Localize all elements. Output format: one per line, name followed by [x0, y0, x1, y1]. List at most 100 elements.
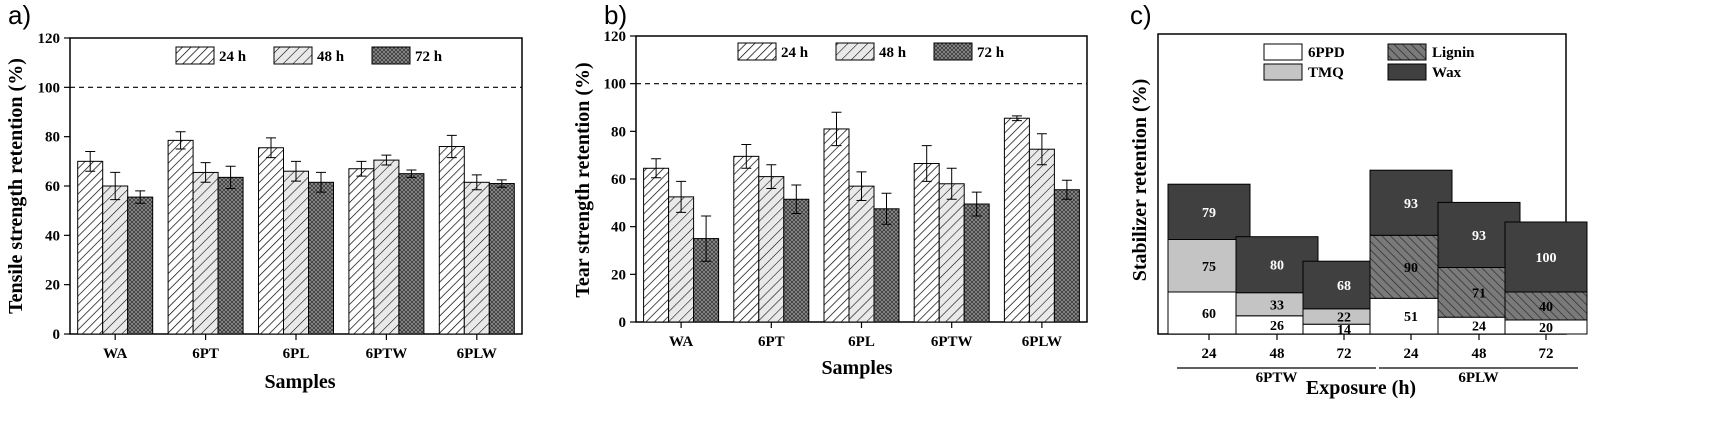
panel-b-x-tick-label: 6PLW [1022, 334, 1062, 350]
panel-c-legend-label: 6PPD [1308, 45, 1345, 61]
panel-b-error-bar [971, 191, 982, 217]
panel-b-bar-24h-6PT [733, 155, 760, 323]
panel-a-bar-72h-6PTW [398, 173, 425, 335]
panel-b-error-bar [766, 164, 777, 190]
panel-c-y-axis-title: Stabilizer retention (%) [1129, 79, 1151, 282]
panel-b-legend-label: 72 h [977, 45, 1005, 61]
panel-c-x-tick-label: 72 [1539, 346, 1554, 362]
panel-b-y-tick-label: 100 [604, 77, 627, 93]
panel-c-segment-value: 93 [1472, 229, 1486, 244]
panel-c-segment-value: 75 [1202, 260, 1216, 275]
panel-b-x-tick-label: WA [669, 334, 693, 350]
panel-c-x-axis-title: Exposure (h) [1306, 377, 1416, 399]
panel-b-legend-swatch [737, 42, 777, 61]
panel-c-x-tick-label: 48 [1472, 346, 1487, 362]
panel-a-x-axis-title: Samples [264, 371, 335, 393]
panel-b-error-bar [676, 180, 687, 213]
panel-c-segment-value: 71 [1472, 286, 1486, 301]
panel-b-y-tick-label: 40 [611, 220, 626, 236]
panel-b-legend-label: 24 h [781, 45, 809, 61]
panel-b-y-tick-label: 120 [604, 29, 627, 45]
panel-a-legend-swatch [175, 46, 215, 65]
panel-b-y-axis-title: Tear strength retention (%) [572, 62, 594, 297]
panel-a-bar-48h-6PTW [373, 159, 400, 335]
panel-c-segment-value: 60 [1202, 307, 1216, 322]
panel-c-segment-value: 33 [1270, 298, 1284, 313]
panel-b-bar-48h-6PL [848, 185, 875, 323]
panel-b-bar-72h-6PT [783, 198, 810, 323]
panel-b: b) Samples Tear strength retention (%) 0… [572, 0, 1088, 379]
panel-a-legend-label: 72 h [415, 49, 443, 65]
panel-b-bar-24h-6PLW [1003, 117, 1030, 323]
panel-a-error-bar [316, 171, 326, 193]
panel-c-legend-label: TMQ [1308, 65, 1344, 81]
panel-a-bar-48h-WA [102, 185, 129, 335]
panel-b-y-tick-label: 80 [611, 124, 626, 140]
panel-a-label: a) [8, 0, 31, 30]
panel-c-segment-value: 14 [1337, 323, 1351, 338]
panel-b-error-bar [651, 158, 662, 179]
panel-a-bar-72h-6PT [217, 176, 244, 335]
panel-a-bar-72h-6PLW [488, 183, 515, 335]
panel-a-error-bar [291, 160, 301, 182]
panel-c-segment-value: 26 [1270, 319, 1284, 334]
panel-c-group-label: 6PLW [1458, 370, 1498, 386]
panel-b-x-tick-label: 6PTW [931, 334, 973, 350]
panel-a-x-tick-label: 6PLW [457, 346, 497, 362]
panel-b-bar-48h-6PT [758, 176, 785, 323]
panel-c-legend-swatch [1387, 43, 1427, 61]
panel-c-segment-value: 20 [1539, 321, 1553, 336]
panel-a-legend-label: 24 h [219, 49, 247, 65]
panel-a-error-bar [200, 162, 211, 183]
panel-b-bar-24h-6PTW [913, 163, 940, 323]
panel-a-error-bar [225, 165, 236, 189]
panel-a-bar-24h-6PLW [438, 146, 465, 335]
panel-b-error-bar [741, 143, 752, 169]
panel-b-bar-24h-WA [643, 167, 670, 323]
panel-c-legend-label: Lignin [1432, 45, 1475, 61]
panel-b-error-bar [921, 145, 932, 182]
panel-a-legend-swatch [273, 46, 313, 65]
panel-c-segment-value: 22 [1337, 311, 1351, 326]
panel-b-x-tick-label: 6PT [758, 334, 785, 350]
panel-b-error-bar [1011, 115, 1022, 122]
panel-c-x-tick-label: 24 [1202, 346, 1218, 362]
panel-c: c) Exposure (h) Stabilizer retention (%)… [1129, 0, 1588, 399]
panel-c-x-tick-label: 72 [1337, 346, 1352, 362]
panel-b-legend-label: 48 h [879, 45, 907, 61]
panel-b-error-bar [701, 215, 712, 262]
panel-a-y-tick-label: 120 [38, 31, 61, 47]
panel-a-y-tick-label: 20 [45, 278, 60, 294]
panel-a-legend-swatch [371, 46, 411, 65]
panel-c-legend-label: Wax [1432, 65, 1462, 81]
panel-c-segment-value: 100 [1536, 251, 1557, 266]
panel-a-bar-48h-6PLW [463, 181, 490, 335]
panel-b-bar-48h-WA [668, 196, 695, 323]
panel-a-y-axis-title: Tensile strength retention (%) [5, 58, 27, 314]
panel-b-bar-72h-6PTW [963, 203, 990, 323]
panel-c-segment-value: 80 [1270, 259, 1284, 274]
panel-a-bar-72h-6PL [308, 181, 334, 335]
panel-b-error-bar [881, 192, 892, 225]
panel-c-segment-value: 68 [1337, 279, 1351, 294]
panel-c-segment-wax [1167, 183, 1251, 240]
panel-a-error-bar [496, 179, 507, 188]
panel-b-y-tick-label: 0 [619, 315, 627, 331]
panel-c-x-tick-label: 24 [1404, 346, 1420, 362]
panel-b-bar-72h-6PL [873, 208, 900, 323]
panel-a-error-bar [356, 160, 367, 177]
panel-b-y-tick-label: 20 [611, 267, 626, 283]
panel-a-error-bar [381, 154, 392, 166]
panel-b-error-bar [831, 111, 842, 147]
panel-c-segment-value: 93 [1404, 197, 1418, 212]
panel-a-bar-24h-6PTW [348, 168, 375, 335]
panel-b-bar-48h-6PLW [1028, 148, 1055, 323]
panel-b-label: b) [604, 0, 627, 30]
panel-a-error-bar [266, 137, 276, 159]
panel-c-segment-wax [1504, 221, 1588, 293]
panel-c-legend-swatch [1387, 63, 1427, 81]
panel-a-bar-24h-6PT [167, 139, 194, 335]
panel-a: a) Samples Tensile strength retention (%… [5, 0, 523, 393]
panel-a-error-bar [471, 174, 482, 191]
panel-a-error-bar [406, 169, 417, 178]
